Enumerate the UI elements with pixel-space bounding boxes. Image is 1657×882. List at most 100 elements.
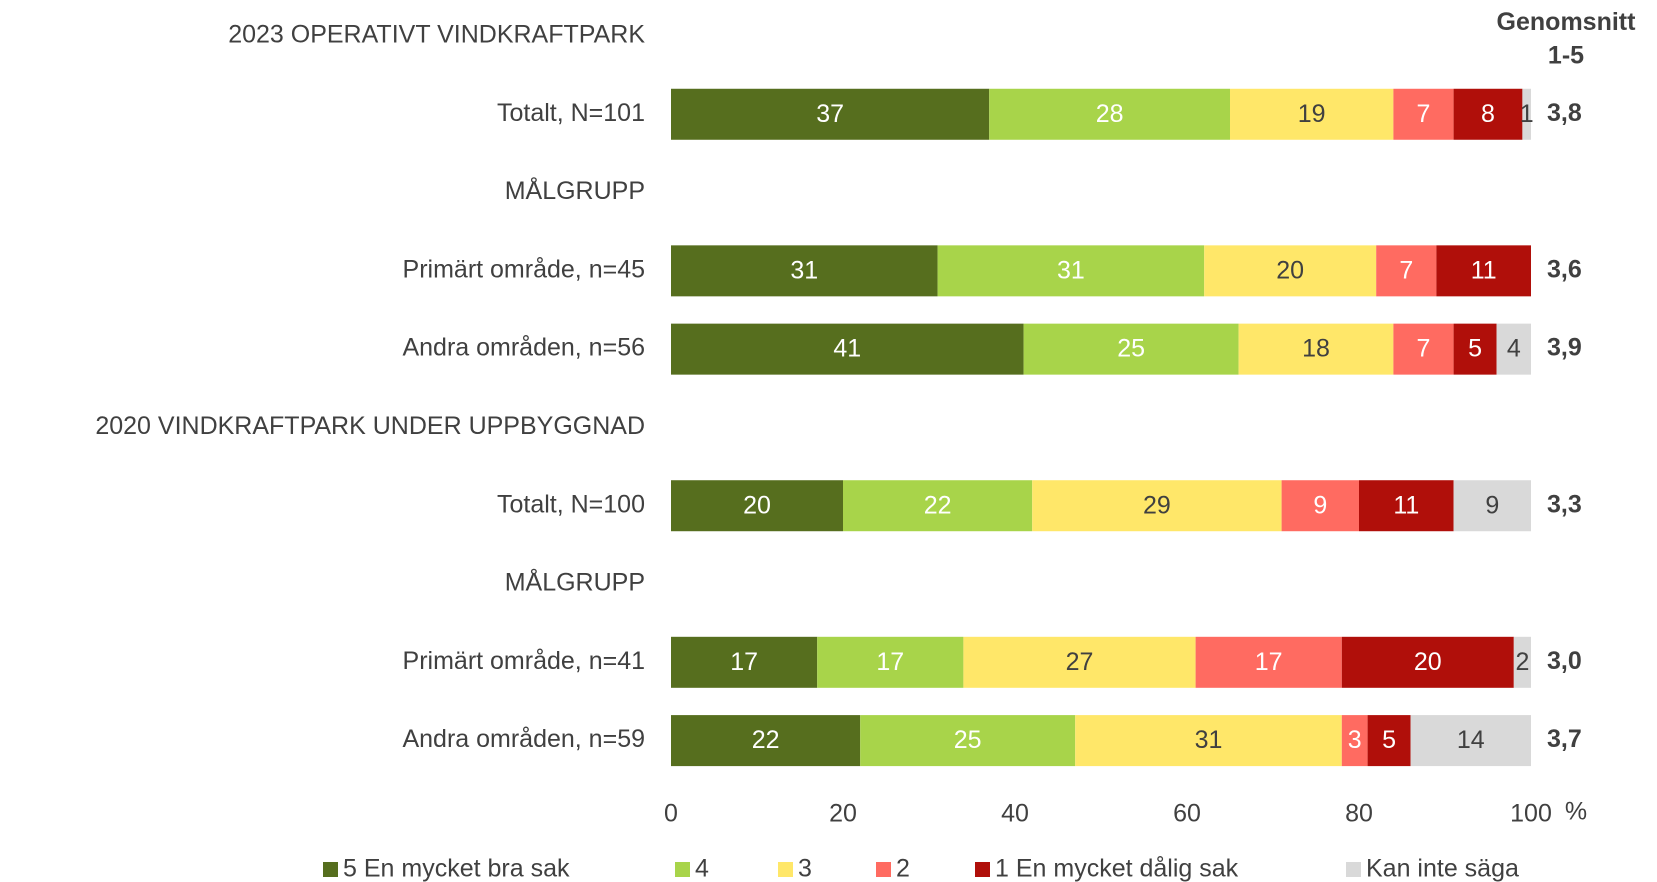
category-label: 2023 OPERATIVT VINDKRAFTPARK	[228, 21, 645, 49]
average-value: 3,6	[1547, 255, 1582, 283]
data-label: 5	[1468, 335, 1482, 363]
bar-segment	[1410, 715, 1531, 767]
data-label: 7	[1417, 335, 1431, 363]
bar-segment	[1522, 88, 1531, 140]
bar-segment	[817, 636, 964, 688]
bar-segment	[1513, 636, 1531, 688]
data-label: 3	[1348, 726, 1362, 754]
legend-swatch	[675, 862, 690, 877]
legend-label: 3	[798, 855, 812, 882]
data-label: 14	[1457, 726, 1485, 754]
data-label: 20	[1414, 648, 1442, 676]
data-label: 31	[790, 256, 818, 284]
x-tick-label: 100	[1510, 800, 1552, 828]
data-label: 22	[752, 726, 780, 754]
bar-segment	[1032, 480, 1282, 532]
legend-swatch	[975, 862, 990, 877]
bar-segment	[860, 715, 1076, 767]
data-label: 17	[1255, 648, 1283, 676]
bar-segment	[1341, 715, 1368, 767]
data-label: 9	[1313, 491, 1327, 519]
bar-segment	[1393, 323, 1454, 375]
data-label: 25	[954, 726, 982, 754]
legend-swatch	[778, 862, 793, 877]
average-value: 3,9	[1547, 334, 1582, 362]
data-label: 17	[876, 648, 904, 676]
data-label: 9	[1485, 491, 1499, 519]
bar-segment	[1376, 245, 1437, 297]
bar-segment	[1367, 715, 1411, 767]
bar-segment	[937, 245, 1205, 297]
x-tick-label: 80	[1345, 800, 1373, 828]
bar-segment	[1238, 323, 1394, 375]
data-label: 27	[1066, 648, 1094, 676]
average-value: 3,8	[1547, 99, 1582, 127]
category-label: Totalt, N=101	[497, 99, 645, 127]
legend-label: 4	[695, 855, 709, 882]
bar-segment	[1195, 636, 1342, 688]
x-tick-label: 0	[664, 800, 678, 828]
average-value: 3,7	[1547, 725, 1582, 753]
category-label: Primärt område, n=45	[403, 255, 645, 283]
legend-label: Kan inte säga	[1366, 855, 1519, 882]
bar-segment	[671, 636, 818, 688]
bar-segment	[1393, 88, 1454, 140]
data-label: 20	[1276, 256, 1304, 284]
bar-segment	[1496, 323, 1531, 375]
bar-segment	[1453, 323, 1497, 375]
category-label: MÅLGRUPP	[505, 175, 645, 205]
bar-segment	[1453, 88, 1523, 140]
legend-swatch	[1346, 862, 1361, 877]
data-label: 4	[1507, 335, 1521, 363]
data-label: 28	[1096, 100, 1124, 128]
bar-segment	[671, 323, 1024, 375]
data-label: 25	[1117, 335, 1145, 363]
bar-segment	[671, 88, 990, 140]
category-label: Totalt, N=100	[497, 490, 645, 518]
data-label: 11	[1471, 256, 1497, 284]
data-label: 31	[1195, 726, 1223, 754]
bar-segment	[1359, 480, 1454, 532]
bar-segment	[1341, 636, 1514, 688]
bar-segment	[843, 480, 1033, 532]
bar-segment	[989, 88, 1230, 140]
bar-segment	[1230, 88, 1394, 140]
bar-segment	[1436, 245, 1531, 297]
bar-segment	[1023, 323, 1239, 375]
data-label: 8	[1481, 100, 1495, 128]
category-label: Andra områden, n=59	[402, 725, 645, 753]
data-label: 7	[1399, 256, 1413, 284]
data-label: 11	[1393, 491, 1419, 519]
bar-segment	[963, 636, 1196, 688]
legend-label: 1 En mycket dålig sak	[995, 855, 1239, 882]
x-unit: %	[1565, 798, 1587, 826]
x-tick-label: 20	[829, 800, 857, 828]
average-value: 3,3	[1547, 490, 1582, 518]
legend-swatch	[876, 862, 891, 877]
x-tick-label: 60	[1173, 800, 1201, 828]
average-value: 3,0	[1547, 647, 1582, 675]
data-label: 5	[1382, 726, 1396, 754]
bar-segment	[671, 245, 938, 297]
category-label: 2020 VINDKRAFTPARK UNDER UPPBYGGNAD	[95, 412, 645, 440]
legend-label: 2	[896, 855, 910, 882]
data-label: 29	[1143, 491, 1171, 519]
bar-segment	[1075, 715, 1342, 767]
bar-segment	[671, 480, 843, 532]
data-label: 7	[1417, 100, 1431, 128]
legend-label: 5 En mycket bra sak	[343, 855, 570, 882]
x-tick-label: 40	[1001, 800, 1029, 828]
data-label: 2	[1515, 648, 1529, 676]
data-label: 1	[1520, 100, 1534, 128]
data-label: 17	[730, 648, 758, 676]
data-label: 18	[1302, 335, 1330, 363]
data-label: 37	[816, 100, 844, 128]
bar-segment	[1281, 480, 1359, 532]
average-header: 1-5	[1548, 42, 1584, 70]
bar-segment	[671, 715, 861, 767]
data-label: 41	[833, 335, 861, 363]
category-label: Andra områden, n=56	[402, 334, 645, 362]
bar-segment	[1204, 245, 1377, 297]
bar-segment	[1453, 480, 1531, 532]
